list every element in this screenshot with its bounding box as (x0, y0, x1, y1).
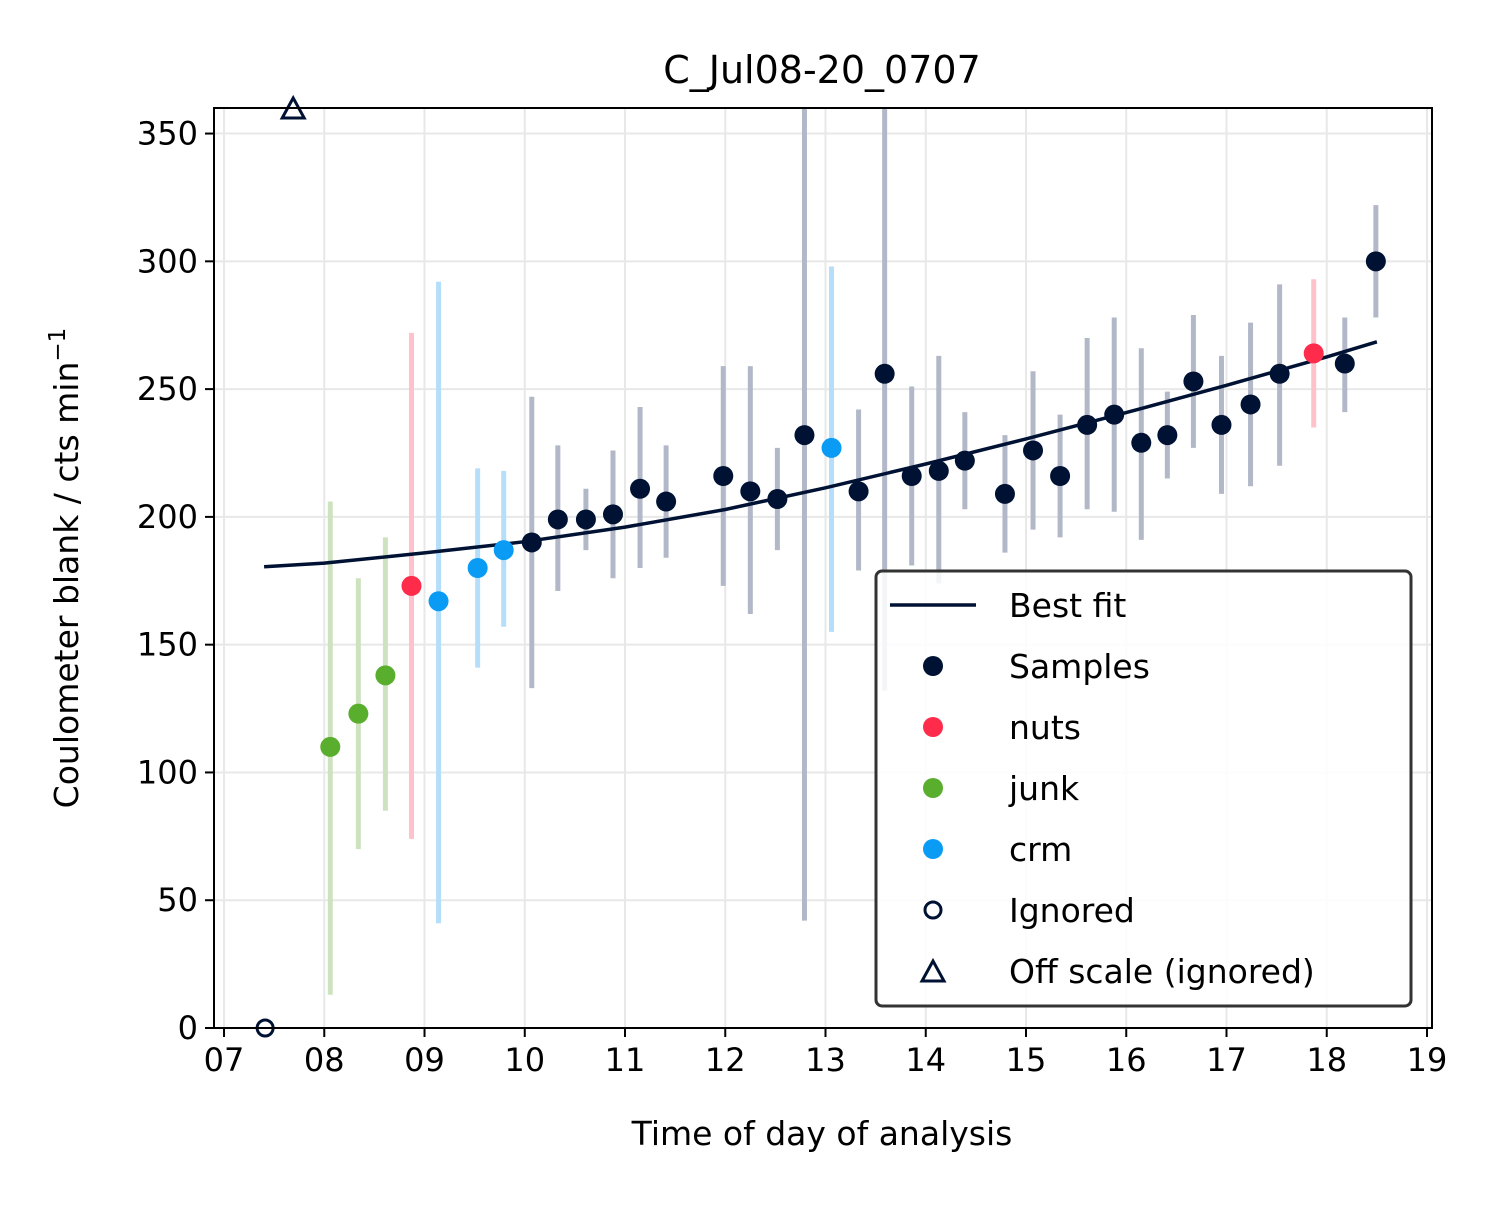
x-axis-ticks: 07 08 09 10 11 12 13 14 15 16 17 18 19 (204, 1028, 1448, 1079)
samples-point (575, 509, 596, 530)
crm-point (428, 591, 449, 612)
x-axis-label: Time of day of analysis (631, 1114, 1013, 1153)
x-tick-label: 18 (1306, 1041, 1347, 1079)
x-tick-label: 15 (1006, 1041, 1047, 1079)
x-tick-label: 12 (705, 1041, 746, 1079)
plot-frame (213, 107, 1433, 1029)
samples-point (1077, 414, 1098, 435)
samples-point (794, 425, 815, 446)
x-tick-label: 13 (805, 1041, 846, 1079)
samples-point (1131, 432, 1152, 453)
samples-point (848, 481, 869, 502)
samples-point (1365, 251, 1386, 272)
samples-point (1269, 363, 1290, 384)
samples-point (740, 481, 761, 502)
chart-title: C_Jul08-20_0707 (663, 48, 981, 92)
y-tick-label: 350 (137, 115, 198, 153)
x-tick-label: 08 (304, 1041, 345, 1079)
junk-point (320, 736, 341, 757)
legend-label: crm (1009, 830, 1072, 869)
legend-label: Samples (1009, 647, 1150, 686)
samples-point (901, 466, 922, 486)
y-tick-label: 50 (157, 881, 198, 919)
x-tick-label: 09 (404, 1041, 445, 1079)
nuts-point (401, 575, 422, 596)
x-tick-label: 19 (1407, 1041, 1448, 1079)
crm-point (467, 558, 488, 578)
junk-point (348, 703, 369, 724)
samples-point (656, 491, 677, 512)
legend: Best fit Samples nuts junk crm Ignored Off sca… (874, 569, 1413, 1008)
x-tick-label: 10 (504, 1041, 545, 1079)
samples-point (1183, 371, 1204, 392)
legend-label: junk (1008, 769, 1080, 808)
legend-junk-swatch (923, 778, 943, 798)
samples-point (1104, 404, 1125, 425)
samples-point (1157, 425, 1178, 446)
samples-point (994, 483, 1015, 504)
samples-point (1240, 394, 1261, 415)
legend-box (874, 569, 1413, 1008)
samples-point (1334, 353, 1355, 374)
legend-label: Best fit (1009, 586, 1126, 625)
y-tick-label: 0 (178, 1009, 198, 1047)
legend-off-scale-swatch (919, 957, 947, 983)
legend-label: nuts (1009, 708, 1081, 747)
y-tick-label: 100 (137, 753, 198, 791)
y-tick-label: 250 (137, 370, 198, 408)
y-tick-label: 200 (137, 498, 198, 536)
y-axis-label: Coulometer blank / cts min−1 (45, 328, 86, 809)
legend-crm-swatch (923, 839, 943, 859)
samples-point (521, 532, 542, 553)
legend-nuts-swatch (923, 717, 943, 737)
nuts-point (1303, 343, 1324, 364)
samples-point (713, 466, 734, 486)
y-axis-label-exponent: −1 (45, 328, 71, 362)
legend-ignored-swatch (923, 900, 943, 920)
y-axis-label-main: Coulometer blank / cts min (47, 362, 86, 809)
crm-point (493, 540, 514, 561)
crm-point (821, 437, 842, 458)
samples-point (1211, 414, 1232, 435)
y-axis-ticks: 0 50 100 150 200 250 300 350 (137, 115, 214, 1047)
x-tick-label: 14 (905, 1041, 946, 1079)
samples-point (767, 489, 788, 509)
x-tick-label: 17 (1206, 1041, 1247, 1079)
samples-point (954, 450, 975, 471)
data-points (255, 94, 1386, 1038)
samples-point (1050, 466, 1071, 486)
legend-label: Ignored (1009, 891, 1135, 930)
x-tick-label: 07 (204, 1041, 245, 1079)
y-tick-label: 150 (137, 626, 198, 664)
x-tick-label: 11 (605, 1041, 646, 1079)
junk-point (375, 665, 396, 686)
samples-point (602, 504, 623, 525)
samples-point (630, 478, 651, 499)
samples-point (928, 460, 949, 481)
samples-point (547, 509, 568, 530)
legend-label: Off scale (ignored) (1009, 952, 1315, 991)
samples-point (874, 363, 895, 384)
samples-point (1023, 440, 1044, 461)
x-tick-label: 16 (1106, 1041, 1147, 1079)
legend-samples-swatch (923, 656, 943, 676)
y-tick-label: 300 (137, 242, 198, 280)
best-fit-line (263, 340, 1378, 569)
